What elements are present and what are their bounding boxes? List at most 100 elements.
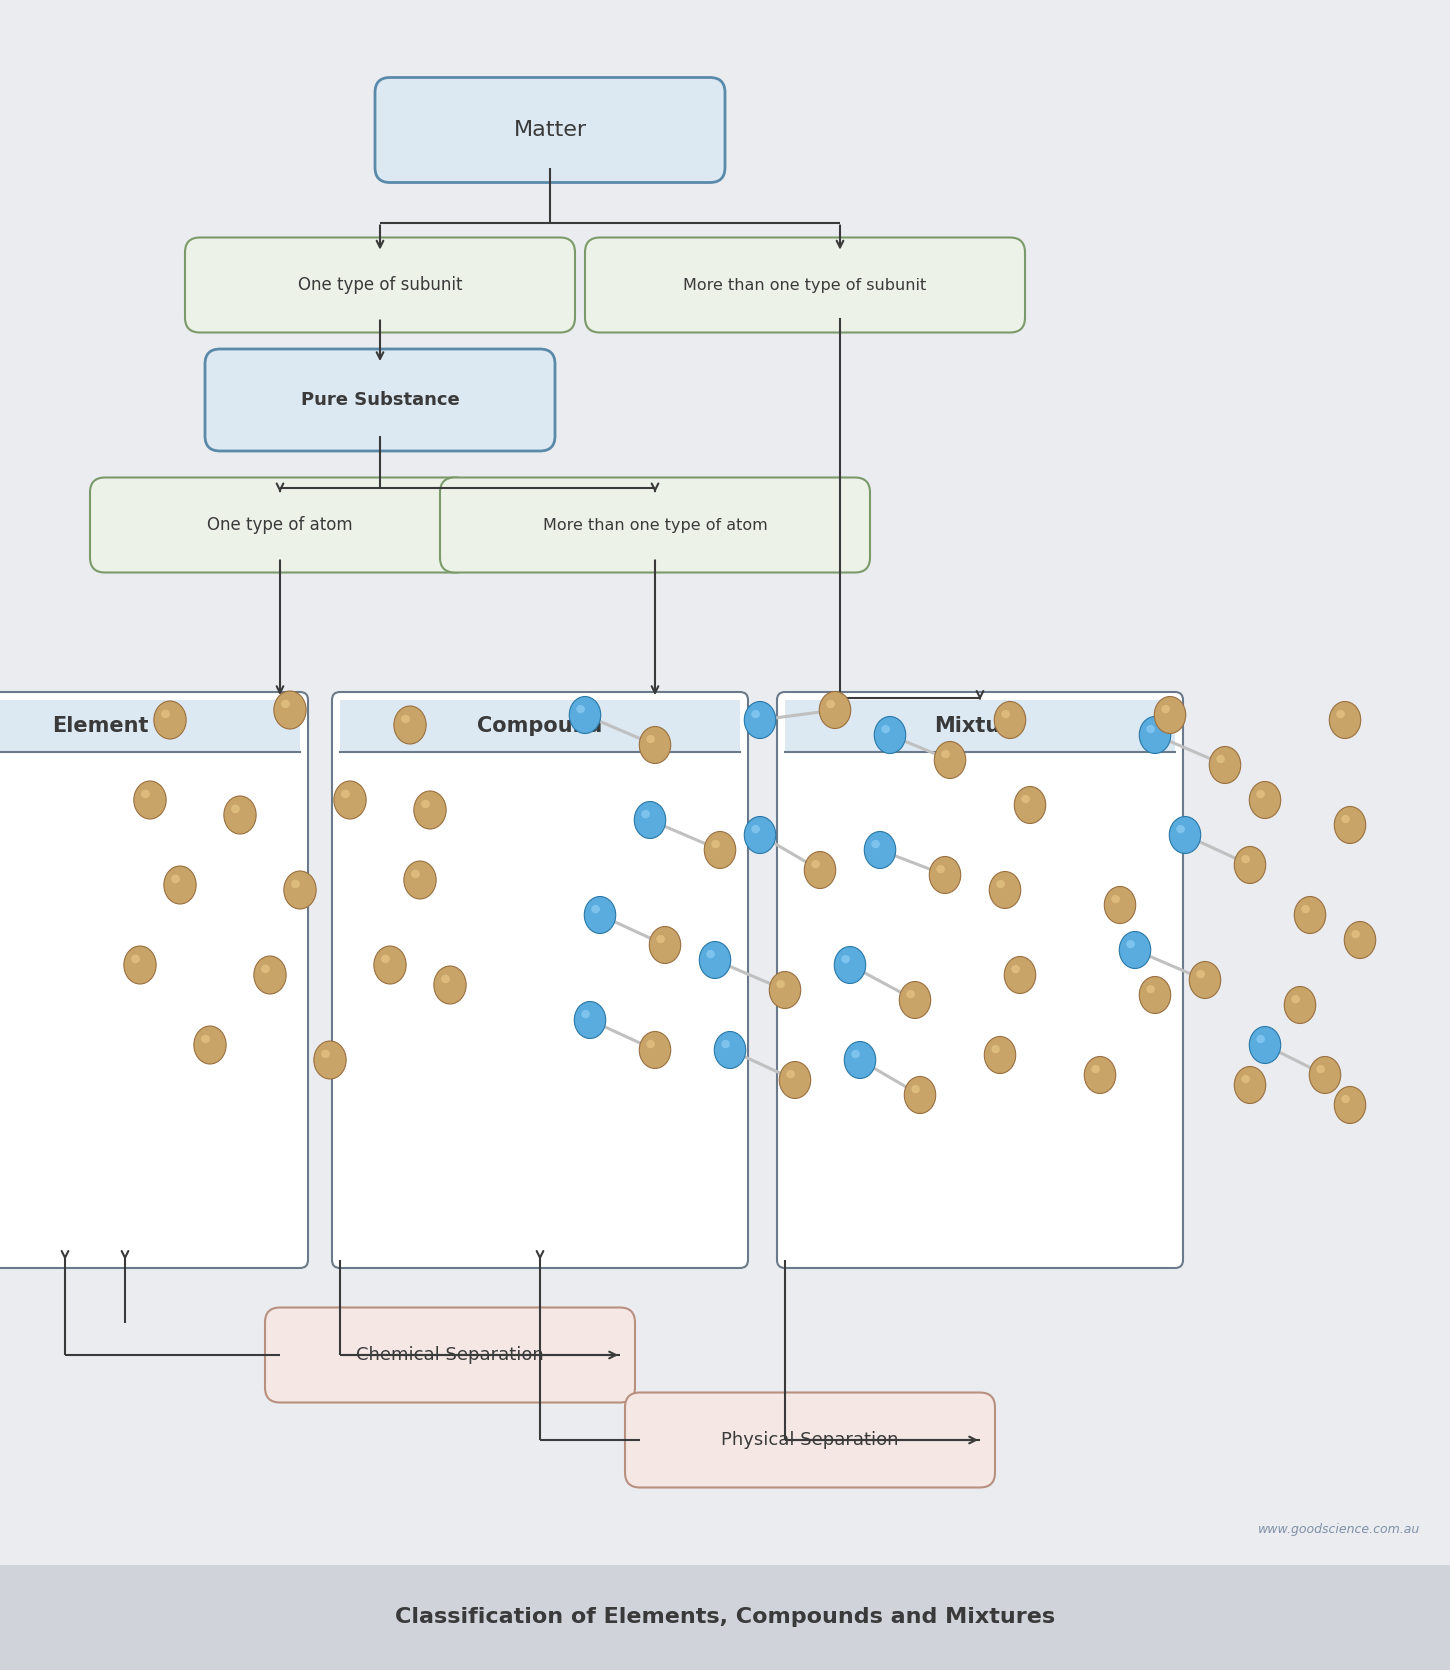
Text: Matter: Matter [513,120,587,140]
Ellipse shape [1341,815,1350,823]
Ellipse shape [1209,746,1241,783]
FancyBboxPatch shape [777,691,1183,1268]
Ellipse shape [374,945,406,984]
Ellipse shape [161,710,170,718]
Ellipse shape [721,1040,729,1049]
Ellipse shape [937,865,945,873]
Ellipse shape [715,1032,745,1069]
Ellipse shape [313,1040,347,1079]
Ellipse shape [1169,817,1201,853]
Ellipse shape [1147,725,1154,733]
Text: Element: Element [52,716,148,736]
Ellipse shape [576,705,584,713]
FancyBboxPatch shape [376,77,725,182]
Ellipse shape [776,980,784,989]
Ellipse shape [647,1040,655,1049]
Ellipse shape [1256,1035,1264,1044]
Ellipse shape [744,817,776,853]
Ellipse shape [341,790,349,798]
Ellipse shape [826,700,835,708]
Ellipse shape [141,790,149,798]
Ellipse shape [874,716,906,753]
FancyBboxPatch shape [625,1393,995,1488]
Ellipse shape [647,735,655,743]
FancyBboxPatch shape [265,1308,635,1403]
Ellipse shape [899,982,931,1019]
Ellipse shape [1351,930,1360,939]
Text: Physical Separation: Physical Separation [721,1431,899,1450]
Ellipse shape [281,700,290,708]
Ellipse shape [1217,755,1225,763]
Ellipse shape [320,1050,331,1059]
Ellipse shape [841,955,850,964]
Ellipse shape [1234,1067,1266,1104]
Ellipse shape [770,972,800,1009]
Ellipse shape [657,935,666,944]
Ellipse shape [985,1037,1015,1074]
Ellipse shape [154,701,186,740]
Text: More than one type of atom: More than one type of atom [542,518,767,533]
Ellipse shape [834,947,866,984]
Ellipse shape [1189,962,1221,999]
Ellipse shape [1309,1057,1341,1094]
Ellipse shape [639,726,671,763]
Ellipse shape [1292,995,1299,1004]
Ellipse shape [1127,940,1135,949]
Ellipse shape [751,825,760,833]
Ellipse shape [882,725,890,733]
Text: Chemical Separation: Chemical Separation [357,1346,544,1364]
Ellipse shape [929,857,961,893]
Ellipse shape [413,792,447,828]
Ellipse shape [284,872,316,908]
Ellipse shape [1285,987,1315,1024]
Ellipse shape [231,805,239,813]
Text: Compound: Compound [477,716,603,736]
Ellipse shape [705,832,735,868]
Ellipse shape [171,875,180,883]
Ellipse shape [712,840,719,848]
Ellipse shape [995,701,1025,738]
Ellipse shape [1005,957,1035,994]
Ellipse shape [1250,1027,1280,1064]
Ellipse shape [574,1002,606,1039]
Ellipse shape [1021,795,1030,803]
Ellipse shape [989,872,1021,908]
Ellipse shape [1154,696,1186,733]
Ellipse shape [1330,701,1360,738]
Ellipse shape [634,802,666,838]
Ellipse shape [1241,1075,1250,1084]
FancyBboxPatch shape [90,478,470,573]
Ellipse shape [420,800,429,808]
Ellipse shape [223,797,257,833]
Ellipse shape [1301,905,1309,913]
Ellipse shape [381,955,390,964]
Ellipse shape [639,1032,671,1069]
Ellipse shape [744,701,776,738]
Ellipse shape [584,897,616,934]
Ellipse shape [1341,1096,1350,1104]
Ellipse shape [581,1010,590,1019]
Ellipse shape [864,832,896,868]
Ellipse shape [811,860,819,868]
FancyBboxPatch shape [332,691,748,1268]
Ellipse shape [1085,1057,1115,1094]
Ellipse shape [261,965,270,974]
Text: One type of atom: One type of atom [207,516,352,534]
Ellipse shape [254,955,286,994]
Ellipse shape [1241,855,1250,863]
FancyBboxPatch shape [186,237,576,332]
Text: More than one type of subunit: More than one type of subunit [683,277,927,292]
Bar [0,700,300,752]
Ellipse shape [194,1025,226,1064]
Text: Classification of Elements, Compounds and Mixtures: Classification of Elements, Compounds an… [394,1608,1056,1628]
Ellipse shape [851,1050,860,1059]
Ellipse shape [164,867,196,903]
Ellipse shape [1140,716,1170,753]
Ellipse shape [992,1045,1000,1054]
Ellipse shape [441,975,450,984]
Ellipse shape [1337,710,1346,718]
Ellipse shape [274,691,306,730]
Ellipse shape [1140,977,1170,1014]
Text: www.goodscience.com.au: www.goodscience.com.au [1257,1523,1420,1536]
Ellipse shape [1014,787,1045,823]
